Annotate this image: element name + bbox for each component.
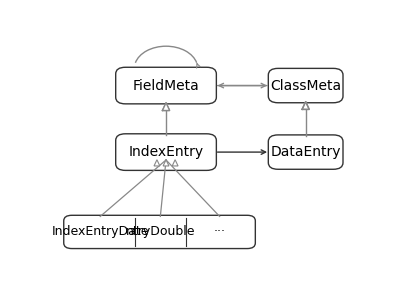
FancyBboxPatch shape: [116, 134, 216, 170]
Polygon shape: [163, 160, 169, 166]
Polygon shape: [163, 103, 170, 111]
Text: FieldMeta: FieldMeta: [133, 79, 199, 92]
Text: IndexEntry: IndexEntry: [129, 145, 204, 159]
Text: ClassMeta: ClassMeta: [270, 79, 341, 92]
Text: ···: ···: [214, 226, 225, 238]
FancyBboxPatch shape: [64, 215, 255, 249]
FancyBboxPatch shape: [268, 135, 343, 169]
Text: IndexEntryDate: IndexEntryDate: [52, 226, 149, 238]
FancyBboxPatch shape: [116, 67, 216, 104]
Text: DataEntry: DataEntry: [270, 145, 341, 159]
Polygon shape: [302, 102, 309, 109]
Polygon shape: [154, 160, 160, 166]
Polygon shape: [172, 160, 178, 166]
FancyBboxPatch shape: [268, 68, 343, 103]
Text: ntryDouble: ntryDouble: [126, 226, 195, 238]
